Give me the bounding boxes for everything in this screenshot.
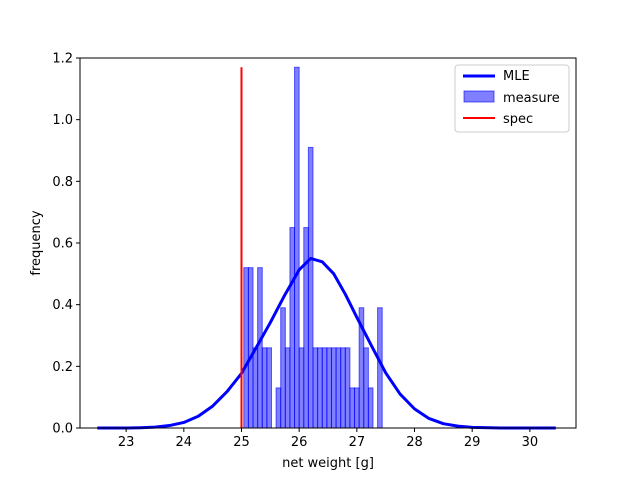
- legend-box: [454, 64, 570, 133]
- histogram-bar: [321, 347, 328, 429]
- histogram-bar: [298, 347, 305, 429]
- legend-mle-label: MLE: [503, 69, 530, 84]
- y-tick-label: 0.8: [52, 175, 73, 190]
- y-ticks: 0.0 0.2 0.4 0.6 0.8 1.0 1.2: [52, 52, 80, 437]
- histogram-bar: [280, 307, 286, 429]
- y-tick-label: 0.6: [52, 237, 73, 252]
- mle-layer: [97, 256, 556, 430]
- x-tick-label: 26: [291, 435, 308, 450]
- histogram-bar: [294, 66, 300, 429]
- histogram-bar: [307, 146, 314, 429]
- x-tick-label: 25: [233, 435, 250, 450]
- histogram-bar: [303, 227, 309, 429]
- x-tick-label: 27: [349, 435, 366, 450]
- histogram-bar: [284, 347, 291, 429]
- legend-measure-label: measure: [503, 91, 560, 106]
- histogram-bar: [275, 387, 282, 429]
- y-tick-label: 0.0: [52, 422, 73, 437]
- legend-measure-swatch: [463, 90, 495, 103]
- x-tick-label: 29: [464, 435, 481, 450]
- histogram-bar: [252, 347, 259, 429]
- x-tick-label: 30: [522, 435, 539, 450]
- y-tick-label: 0.2: [52, 360, 73, 375]
- histogram-bar: [326, 347, 332, 429]
- y-axis-label: frequency: [29, 210, 44, 276]
- histogram-bar: [344, 347, 351, 429]
- x-tick-label: 28: [406, 435, 423, 450]
- mle-curve: [97, 256, 556, 430]
- x-tick-label: 23: [118, 435, 135, 450]
- y-tick-label: 1.0: [52, 113, 73, 128]
- x-ticks: 23 24 25 26 27 28 29 30: [118, 428, 538, 450]
- histogram-bar: [354, 387, 360, 429]
- histogram-bar: [261, 347, 268, 429]
- legend: MLE measure spec: [454, 64, 570, 133]
- histogram-bar: [317, 347, 323, 429]
- histogram-bar: [367, 387, 374, 429]
- histogram-bar: [243, 267, 249, 429]
- histogram-bar: [363, 347, 369, 429]
- histogram-bar: [247, 267, 254, 429]
- y-tick-label: 1.2: [52, 52, 73, 67]
- histogram-bar: [349, 387, 356, 429]
- histogram-bar: [335, 347, 342, 429]
- x-axis-label: net weight [g]: [282, 456, 374, 471]
- histogram-bar: [266, 347, 272, 429]
- histogram-bar: [289, 227, 296, 429]
- y-tick-label: 0.4: [52, 298, 73, 313]
- histogram-bar: [340, 347, 346, 429]
- histogram-bar: [330, 347, 337, 429]
- legend-spec-label: spec: [503, 112, 533, 127]
- x-tick-label: 24: [176, 435, 193, 450]
- histogram-bar: [312, 347, 319, 429]
- histogram-bar: [257, 267, 263, 429]
